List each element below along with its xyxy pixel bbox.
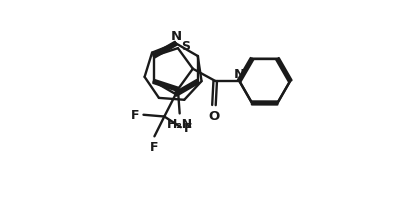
- Text: S: S: [181, 40, 190, 53]
- Text: F: F: [130, 108, 139, 121]
- Text: O: O: [208, 109, 219, 122]
- Text: N: N: [171, 30, 181, 43]
- Text: N: N: [233, 67, 244, 80]
- Text: H₂N: H₂N: [166, 117, 192, 130]
- Text: F: F: [149, 140, 158, 153]
- Text: F: F: [184, 121, 192, 134]
